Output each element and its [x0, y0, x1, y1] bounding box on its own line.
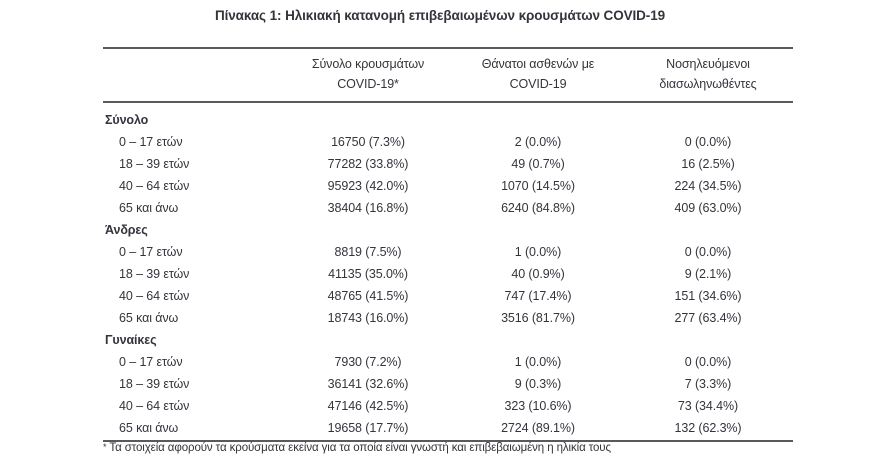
age-group-label: 40 – 64 ετών: [119, 289, 190, 303]
table-row: 18 – 39 ετών 77282 (33.8%) 49 (0.7%) 16 (2.…: [103, 153, 793, 175]
column-header-deaths: Θάνατοι ασθενών με COVID-19: [453, 54, 623, 94]
age-group-label: 65 και άνω: [119, 421, 179, 435]
total-cases-cell: 7930 (7.2%): [334, 355, 402, 369]
total-cases-cell: 19658 (17.7%): [327, 421, 409, 435]
total-cases-cell: 38404 (16.8%): [327, 201, 409, 215]
total-cases-cell: 48765 (41.5%): [327, 289, 409, 303]
intubated-cell: 16 (2.5%): [681, 157, 735, 171]
column-header-line: Νοσηλευόμενοι: [666, 57, 750, 71]
total-cases-cell: 16750 (7.3%): [331, 135, 405, 149]
table-row: 40 – 64 ετών 47146 (42.5%) 323 (10.6%) 73 (…: [103, 395, 793, 417]
intubated-cell: 409 (63.0%): [674, 201, 742, 215]
age-group-label: 18 – 39 ετών: [119, 157, 190, 171]
deaths-cell: 40 (0.9%): [511, 267, 565, 281]
table-row: 18 – 39 ετών 36141 (32.6%) 9 (0.3%) 7 (3.3%…: [103, 373, 793, 395]
empty-cell: [623, 109, 793, 131]
section-label: Γυναίκες: [105, 333, 157, 347]
deaths-cell: 9 (0.3%): [514, 377, 562, 391]
deaths-cell: 1070 (14.5%): [501, 179, 575, 193]
age-group-label: 40 – 64 ετών: [119, 399, 190, 413]
age-group-label: 65 και άνω: [119, 201, 179, 215]
empty-cell: [283, 109, 453, 131]
section-header-row: Σύνολο: [103, 109, 793, 131]
age-group-label: 0 – 17 ετών: [119, 355, 183, 369]
section-header-row: Άνδρες: [103, 219, 793, 241]
table-body: Σύνολο 0 – 17 ετών 16750 (7.3%) 2 (0.0%) 0 (…: [103, 103, 793, 440]
deaths-cell: 1 (0.0%): [514, 245, 562, 259]
column-header-line: COVID-19: [509, 77, 567, 91]
section-label: Σύνολο: [105, 113, 149, 127]
deaths-cell: 49 (0.7%): [511, 157, 565, 171]
empty-cell: [623, 329, 793, 351]
intubated-cell: 0 (0.0%): [684, 355, 732, 369]
age-group-label: 0 – 17 ετών: [119, 245, 183, 259]
table-title: Πίνακας 1: Ηλικιακή κατανομή επιβεβαιωμέ…: [214, 8, 666, 23]
footnote-text: Τα στοιχεία αφορούν τα κρούσματα εκείνα …: [109, 442, 611, 454]
deaths-cell: 1 (0.0%): [514, 355, 562, 369]
empty-cell: [283, 329, 453, 351]
age-group-label: 18 – 39 ετών: [119, 377, 190, 391]
intubated-cell: 224 (34.5%): [674, 179, 742, 193]
total-cases-cell: 95923 (42.0%): [327, 179, 409, 193]
table-row: 40 – 64 ετών 48765 (41.5%) 747 (17.4%) 151 …: [103, 285, 793, 307]
table-row: 40 – 64 ετών 95923 (42.0%) 1070 (14.5%) 224…: [103, 175, 793, 197]
total-cases-cell: 47146 (42.5%): [327, 399, 409, 413]
column-header-total-cases: Σύνολο κρουσμάτων COVID-19*: [283, 54, 453, 94]
column-header-intubated: Νοσηλευόμενοι διασωληνωθέντες: [623, 54, 793, 94]
age-group-label: 0 – 17 ετών: [119, 135, 183, 149]
intubated-cell: 7 (3.3%): [684, 377, 732, 391]
table-footnote: * Τα στοιχεία αφορούν τα κρούσματα εκείνα…: [103, 442, 823, 454]
age-group-label: 65 και άνω: [119, 311, 179, 325]
intubated-cell: 73 (34.4%): [677, 399, 739, 413]
deaths-cell: 2 (0.0%): [514, 135, 562, 149]
column-header-line: Σύνολο κρουσμάτων: [311, 57, 425, 71]
column-header-line: COVID-19*: [337, 77, 399, 91]
intubated-cell: 9 (2.1%): [684, 267, 732, 281]
footnote-marker: *: [103, 442, 107, 452]
intubated-cell: 132 (62.3%): [674, 421, 742, 435]
section-header-row: Γυναίκες: [103, 329, 793, 351]
table-row: 65 και άνω 19658 (17.7%) 2724 (89.1%) 132 (…: [103, 417, 793, 439]
deaths-cell: 747 (17.4%): [504, 289, 572, 303]
age-group-label: 18 – 39 ετών: [119, 267, 190, 281]
total-cases-cell: 77282 (33.8%): [327, 157, 409, 171]
table-row: 65 και άνω 38404 (16.8%) 6240 (84.8%) 409 (…: [103, 197, 793, 219]
empty-cell: [623, 219, 793, 241]
empty-cell: [453, 109, 623, 131]
table-row: 0 – 17 ετών 16750 (7.3%) 2 (0.0%) 0 (0.0%): [103, 131, 793, 153]
header-empty-cell: [103, 54, 283, 94]
covid-age-table: Σύνολο κρουσμάτων COVID-19* Θάνατοι ασθε…: [103, 47, 793, 442]
deaths-cell: 3516 (81.7%): [501, 311, 575, 325]
table-header-row: Σύνολο κρουσμάτων COVID-19* Θάνατοι ασθε…: [103, 49, 793, 103]
deaths-cell: 6240 (84.8%): [501, 201, 575, 215]
section-label: Άνδρες: [105, 223, 148, 237]
intubated-cell: 0 (0.0%): [684, 245, 732, 259]
total-cases-cell: 41135 (35.0%): [328, 267, 408, 281]
total-cases-cell: 18743 (16.0%): [327, 311, 409, 325]
column-header-line: Θάνατοι ασθενών με: [481, 57, 595, 71]
table-row: 18 – 39 ετών 41135 (35.0%) 40 (0.9%) 9 (2.1…: [103, 263, 793, 285]
intubated-cell: 0 (0.0%): [684, 135, 732, 149]
intubated-cell: 277 (63.4%): [674, 311, 742, 325]
intubated-cell: 151 (34.6%): [674, 289, 742, 303]
table-row: 0 – 17 ετών 8819 (7.5%) 1 (0.0%) 0 (0.0%): [103, 241, 793, 263]
empty-cell: [283, 219, 453, 241]
empty-cell: [453, 329, 623, 351]
age-group-label: 40 – 64 ετών: [119, 179, 190, 193]
empty-cell: [453, 219, 623, 241]
total-cases-cell: 36141 (32.6%): [327, 377, 409, 391]
total-cases-cell: 8819 (7.5%): [334, 245, 402, 259]
table-row: 65 και άνω 18743 (16.0%) 3516 (81.7%) 277 (…: [103, 307, 793, 329]
table-row: 0 – 17 ετών 7930 (7.2%) 1 (0.0%) 0 (0.0%): [103, 351, 793, 373]
deaths-cell: 323 (10.6%): [504, 399, 572, 413]
deaths-cell: 2724 (89.1%): [501, 421, 575, 435]
column-header-line: διασωληνωθέντες: [659, 77, 757, 91]
